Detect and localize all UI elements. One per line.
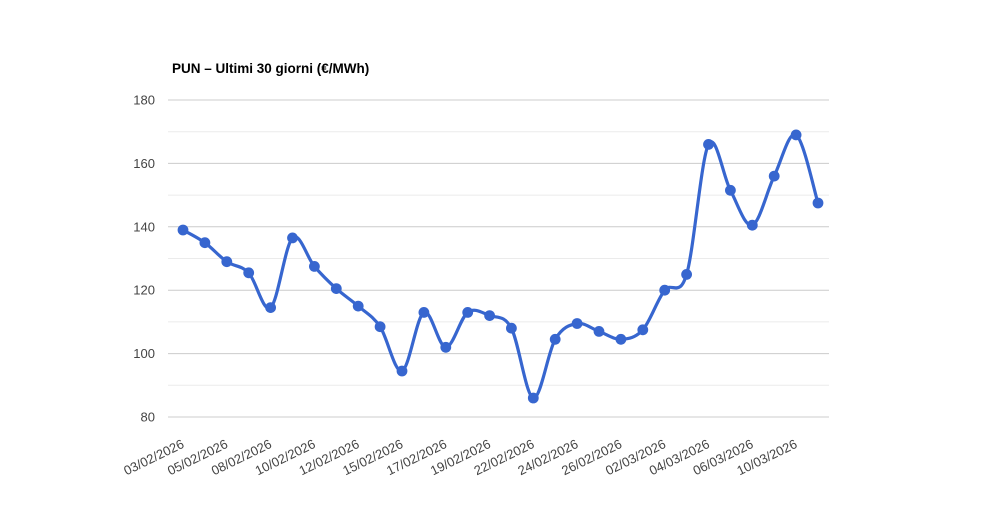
data-point[interactable] — [462, 307, 474, 318]
data-point[interactable] — [440, 341, 452, 353]
chart-title: PUN – Ultimi 30 giorni (€/MWh) — [172, 61, 370, 76]
data-point[interactable] — [199, 237, 211, 249]
data-point[interactable] — [790, 129, 802, 141]
data-point[interactable] — [243, 267, 255, 279]
data-point[interactable] — [593, 326, 605, 337]
data-point[interactable] — [265, 302, 276, 313]
data-point[interactable] — [374, 321, 386, 333]
data-point[interactable] — [659, 284, 671, 296]
y-tick-label: 140 — [133, 219, 155, 234]
data-point[interactable] — [309, 261, 320, 272]
series-line — [181, 133, 820, 400]
data-point[interactable] — [396, 365, 408, 377]
data-point[interactable] — [506, 322, 517, 334]
data-point[interactable] — [768, 170, 780, 182]
data-point[interactable] — [221, 256, 233, 268]
data-point[interactable] — [484, 310, 495, 321]
y-tick-label: 100 — [133, 346, 155, 361]
data-point[interactable] — [352, 300, 364, 312]
data-point[interactable] — [681, 269, 692, 280]
data-point[interactable] — [725, 184, 736, 196]
y-tick-label: 160 — [133, 156, 155, 171]
y-tick-label: 120 — [133, 283, 155, 298]
y-tick-label: 80 — [141, 410, 155, 425]
data-point[interactable] — [812, 197, 824, 209]
data-point[interactable] — [746, 219, 758, 231]
data-point[interactable] — [615, 333, 627, 345]
data-point[interactable] — [527, 392, 539, 404]
data-point[interactable] — [287, 232, 298, 244]
data-point[interactable] — [177, 224, 189, 236]
data-point[interactable] — [637, 324, 649, 336]
data-point[interactable] — [549, 333, 561, 345]
data-point[interactable] — [330, 283, 342, 294]
data-point[interactable] — [571, 318, 583, 329]
y-tick-label: 180 — [133, 93, 155, 108]
data-point[interactable] — [703, 139, 714, 150]
data-point[interactable] — [418, 307, 430, 318]
